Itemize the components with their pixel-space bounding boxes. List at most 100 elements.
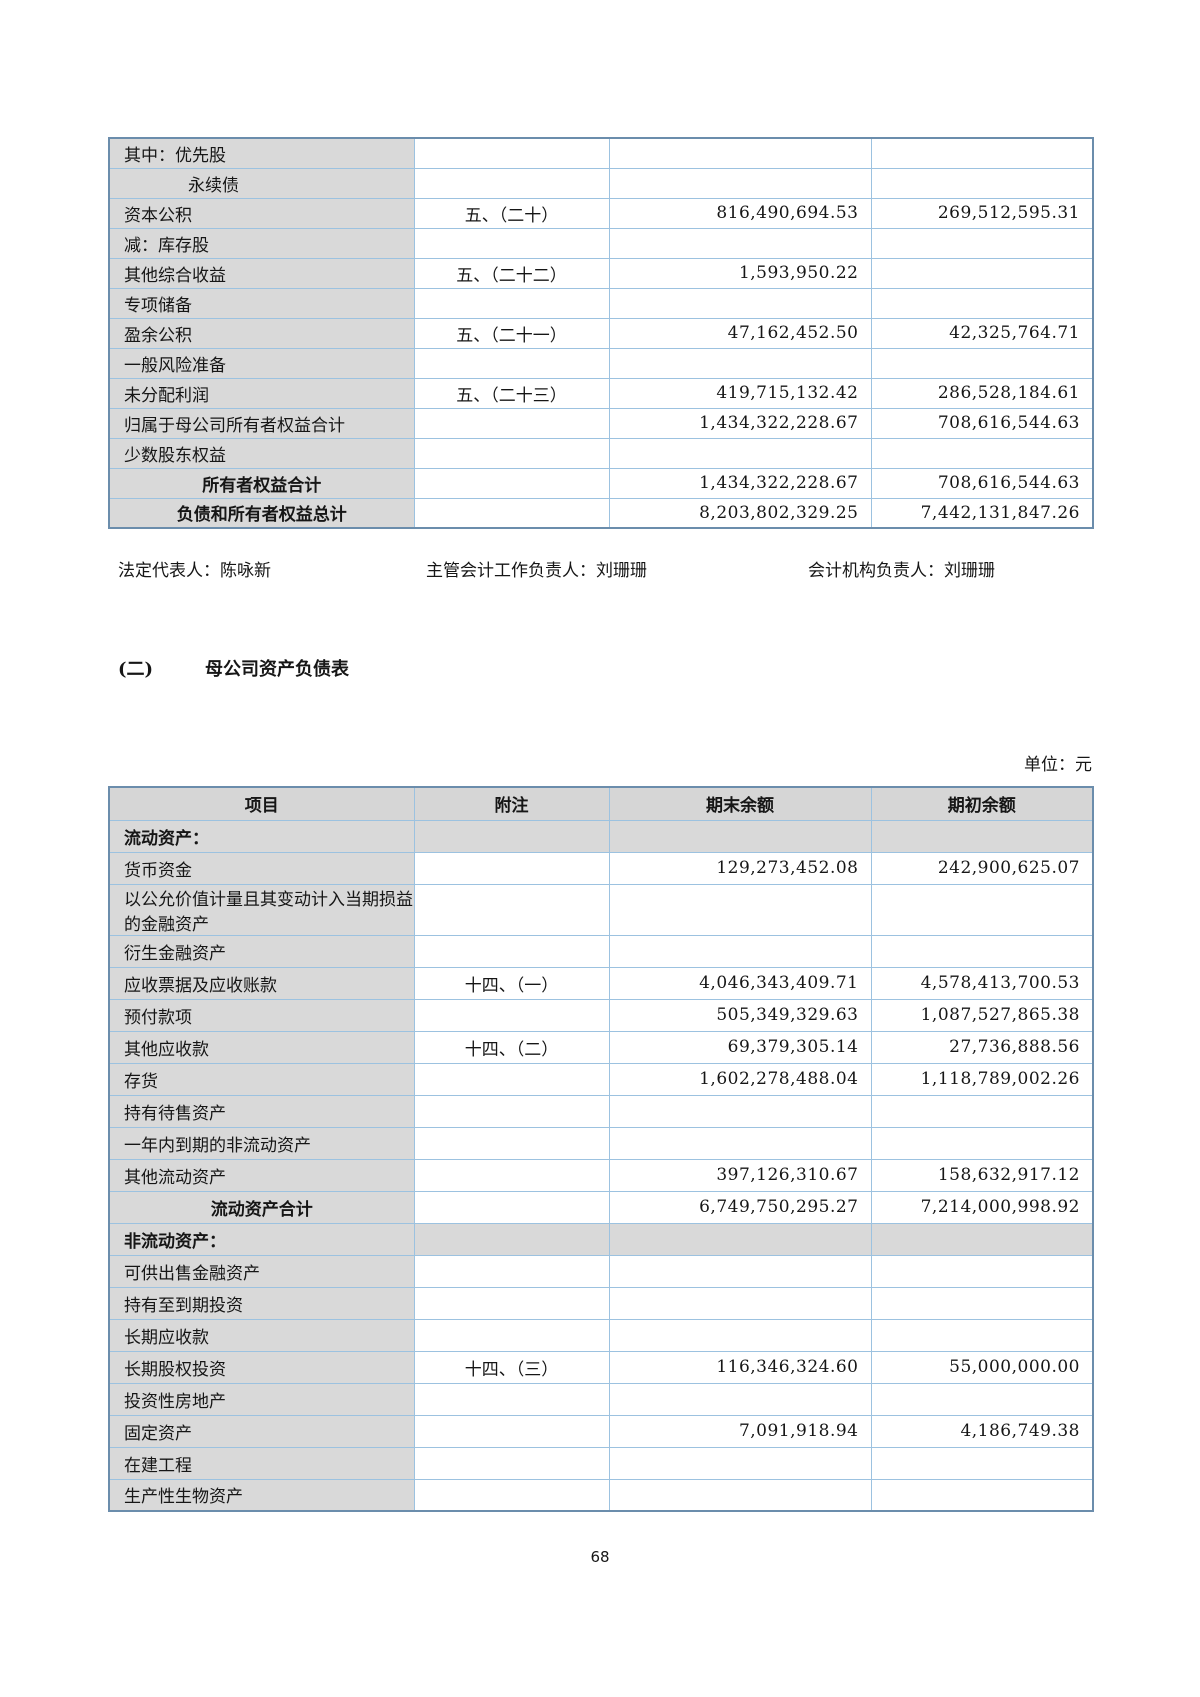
table-row: 非流动资产： [108, 1222, 1094, 1256]
note-cell [413, 1158, 610, 1192]
closing-balance-cell: 1,602,278,488.04 [608, 1062, 872, 1096]
note-cell: 十四、（一） [413, 966, 610, 1000]
column-header-closing-balance: 期末余额 [608, 786, 872, 821]
note-cell [413, 437, 610, 469]
table-row: 持有待售资产 [108, 1094, 1094, 1128]
table-row: 专项储备 [108, 287, 1094, 319]
opening-balance-cell [870, 1318, 1094, 1352]
note-cell [413, 287, 610, 319]
closing-balance-cell [608, 227, 872, 259]
table-row: 长期股权投资 十四、（三） 116,346,324.60 55,000,000.00 [108, 1350, 1094, 1384]
item-cell: 流动资产： [108, 819, 415, 853]
item-cell: 投资性房地产 [108, 1382, 415, 1416]
note-cell [413, 227, 610, 259]
note-cell [413, 1446, 610, 1480]
parent-company-balance-sheet-table: 项目 附注 期末余额 期初余额 流动资产： 货币资金 129,273,452.08 2… [108, 786, 1094, 1512]
opening-balance-cell [870, 1286, 1094, 1320]
note-cell [413, 1190, 610, 1224]
closing-balance-cell [608, 1286, 872, 1320]
item-cell: 货币资金 [108, 851, 415, 885]
table-row: 归属于母公司所有者权益合计 1,434,322,228.67 708,616,544… [108, 407, 1094, 439]
closing-balance-cell [608, 1254, 872, 1288]
note-cell [413, 1414, 610, 1448]
item-cell: 未分配利润 [108, 377, 415, 409]
closing-balance-cell: 6,749,750,295.27 [608, 1190, 872, 1224]
note-cell: 五、（二十一） [413, 317, 610, 349]
opening-balance-cell [870, 1382, 1094, 1416]
item-cell: 一年内到期的非流动资产 [108, 1126, 415, 1160]
item-cell: 应收票据及应收账款 [108, 966, 415, 1000]
table-row: 其他综合收益 五、（二十二） 1,593,950.22 [108, 257, 1094, 289]
note-cell [413, 934, 610, 968]
item-cell: 减：库存股 [108, 227, 415, 259]
item-cell: 一般风险准备 [108, 347, 415, 379]
item-cell: 负债和所有者权益总计 [108, 497, 415, 529]
item-cell: 流动资产合计 [108, 1190, 415, 1224]
note-cell [413, 1126, 610, 1160]
closing-balance-cell [608, 437, 872, 469]
table-row: 资本公积 五、（二十） 816,490,694.53 269,512,595.31 [108, 197, 1094, 229]
item-cell: 归属于母公司所有者权益合计 [108, 407, 415, 439]
table-row: 流动资产合计 6,749,750,295.27 7,214,000,998.92 [108, 1190, 1094, 1224]
opening-balance-cell [870, 1126, 1094, 1160]
table-row: 应收票据及应收账款 十四、（一） 4,046,343,409.71 4,578,413… [108, 966, 1094, 1000]
opening-balance-cell [870, 883, 1094, 936]
closing-balance-cell: 419,715,132.42 [608, 377, 872, 409]
item-cell: 预付款项 [108, 998, 415, 1032]
opening-balance-cell [870, 1446, 1094, 1480]
note-cell: 十四、（二） [413, 1030, 610, 1064]
table-row: 可供出售金融资产 [108, 1254, 1094, 1288]
item-cell: 其他流动资产 [108, 1158, 415, 1192]
table-row: 一般风险准备 [108, 347, 1094, 379]
closing-balance-cell [608, 1126, 872, 1160]
column-header-opening-balance: 期初余额 [870, 786, 1094, 821]
opening-balance-cell: 158,632,917.12 [870, 1158, 1094, 1192]
table-row: 一年内到期的非流动资产 [108, 1126, 1094, 1160]
opening-balance-cell [870, 227, 1094, 259]
closing-balance-cell: 4,046,343,409.71 [608, 966, 872, 1000]
note-cell: 五、（二十三） [413, 377, 610, 409]
opening-balance-cell [870, 347, 1094, 379]
note-cell [413, 1222, 610, 1256]
table-row: 永续债 [108, 167, 1094, 199]
opening-balance-cell [870, 1222, 1094, 1256]
item-cell: 生产性生物资产 [108, 1478, 415, 1512]
header-row: 项目 附注 期末余额 期初余额 [108, 786, 1094, 821]
note-cell [413, 467, 610, 499]
balance-sheet-table-body: 流动资产： 货币资金 129,273,452.08 242,900,625.07 以公允… [108, 819, 1094, 1512]
closing-balance-cell [608, 1382, 872, 1416]
opening-balance-cell: 7,442,131,847.26 [870, 497, 1094, 529]
item-cell: 持有至到期投资 [108, 1286, 415, 1320]
item-cell: 长期应收款 [108, 1318, 415, 1352]
opening-balance-cell [870, 437, 1094, 469]
item-cell: 其他应收款 [108, 1030, 415, 1064]
table-row: 货币资金 129,273,452.08 242,900,625.07 [108, 851, 1094, 885]
opening-balance-cell: 286,528,184.61 [870, 377, 1094, 409]
note-cell: 十四、（三） [413, 1350, 610, 1384]
opening-balance-cell [870, 1254, 1094, 1288]
table-row: 生产性生物资产 [108, 1478, 1094, 1512]
table-row: 预付款项 505,349,329.63 1,087,527,865.38 [108, 998, 1094, 1032]
opening-balance-cell: 7,214,000,998.92 [870, 1190, 1094, 1224]
item-cell: 非流动资产： [108, 1222, 415, 1256]
closing-balance-cell [608, 347, 872, 379]
table-row: 投资性房地产 [108, 1382, 1094, 1416]
page-number: 68 [590, 1548, 610, 1566]
item-cell: 可供出售金融资产 [108, 1254, 415, 1288]
closing-balance-cell: 129,273,452.08 [608, 851, 872, 885]
closing-balance-cell: 397,126,310.67 [608, 1158, 872, 1192]
table-row: 以公允价值计量且其变动计入当期损益的金融资产 [108, 883, 1094, 936]
note-cell [413, 998, 610, 1032]
accounting-dept-head: 会计机构负责人：刘珊珊 [808, 561, 995, 581]
closing-balance-cell: 1,434,322,228.67 [608, 467, 872, 499]
note-cell [413, 347, 610, 379]
note-cell [413, 851, 610, 885]
section-title: 母公司资产负债表 [205, 659, 350, 680]
opening-balance-cell [870, 1478, 1094, 1512]
closing-balance-cell [608, 167, 872, 199]
opening-balance-cell [870, 167, 1094, 199]
closing-balance-cell [608, 819, 872, 853]
item-cell: 其中：优先股 [108, 137, 415, 169]
table-row: 长期应收款 [108, 1318, 1094, 1352]
table-row: 流动资产： [108, 819, 1094, 853]
